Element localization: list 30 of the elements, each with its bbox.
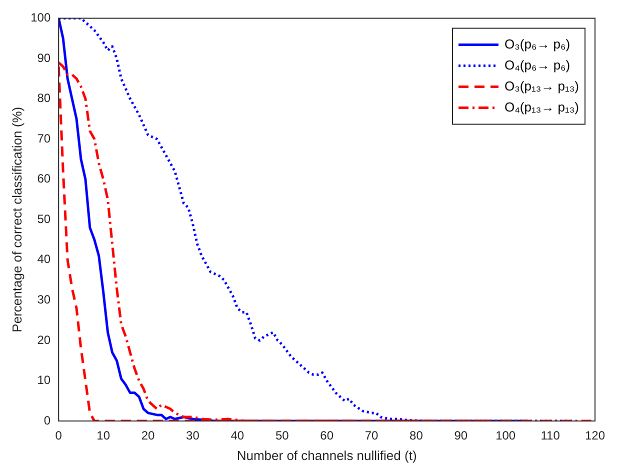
y-tick-label: 70 [37,131,51,146]
x-tick-label: 20 [141,428,156,443]
y-tick-label: 90 [37,50,51,65]
x-tick-label: 90 [454,428,468,443]
y-tick-label: 100 [30,10,51,25]
legend-label: O₄(p₁₃→ p₁₃) [504,99,580,114]
legend-label: O₃(p₆→ p₆) [504,36,570,52]
x-tick-label: 80 [410,428,424,443]
x-tick-label: 40 [230,428,244,443]
y-tick-label: 0 [44,413,51,428]
x-axis-title: Number of channels nullified (t) [236,448,417,463]
y-tick-label: 50 [37,212,51,226]
x-tick-label: 110 [540,428,560,443]
y-axis-title: Percentage of correct classification (%) [9,106,24,332]
x-tick-label: 0 [55,428,62,443]
x-tick-label: 100 [496,428,516,443]
legend-label: O₃(p₁₃→ p₁₃) [504,78,579,94]
y-tick-label: 80 [37,91,51,106]
x-tick-label: 70 [364,428,379,443]
x-tick-label: 10 [96,428,110,443]
y-tick-label: 40 [37,252,51,266]
y-tick-label: 60 [37,172,51,186]
y-tick-label: 10 [37,373,51,388]
y-tick-label: 20 [37,332,51,347]
y-tick-label: 30 [37,292,51,306]
x-tick-label: 120 [584,428,606,443]
x-tick-label: 50 [275,428,290,443]
x-tick-label: 60 [320,428,334,443]
x-tick-label: 30 [186,428,200,443]
legend-label: O₄(p₆→ p₆) [504,57,570,72]
